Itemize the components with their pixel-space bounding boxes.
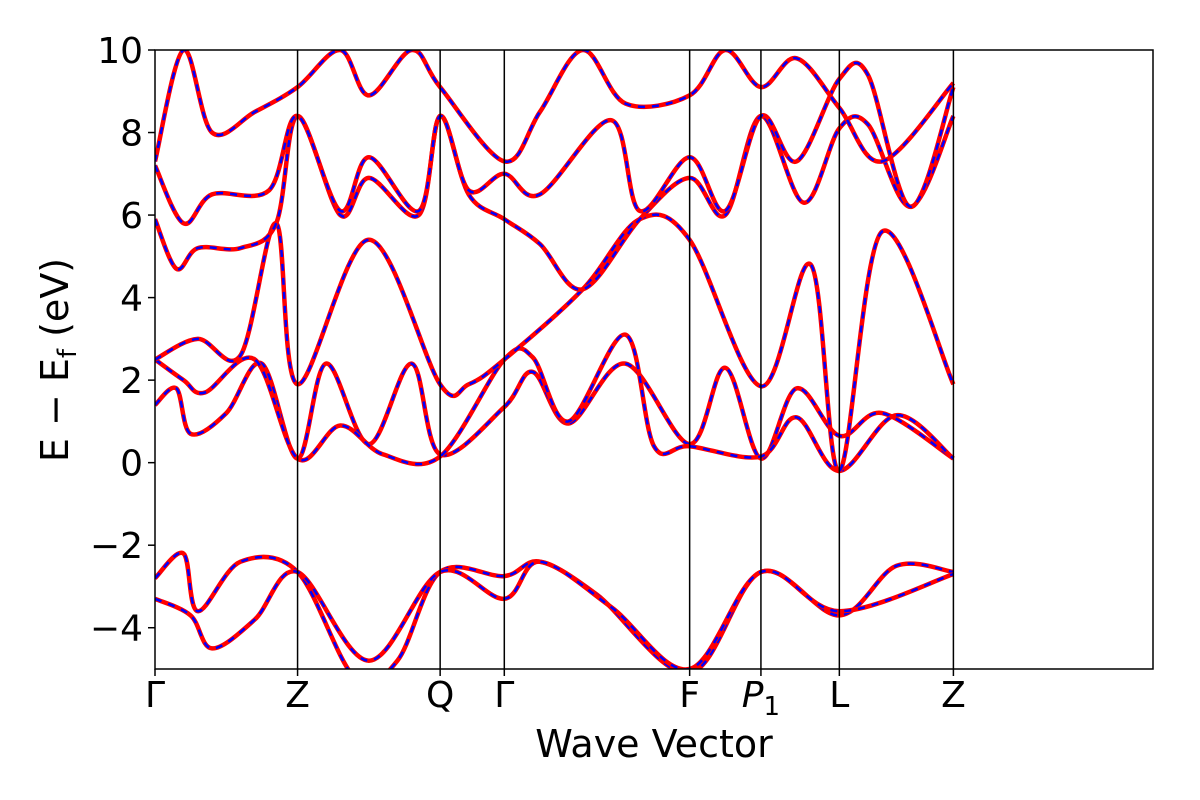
band-line-solid: [155, 550, 954, 669]
x-axis-ticks: Γ Z Q Γ F P1 L Z: [145, 669, 966, 722]
band-lines: [155, 50, 956, 669]
x-tick-label: P1: [742, 675, 780, 722]
y-tick-label: 10: [97, 31, 143, 72]
y-tick-label: −2: [90, 526, 143, 567]
plot-frame: [154, 49, 1154, 670]
y-tick-label: 6: [120, 196, 143, 237]
band-line-dashed: [155, 50, 955, 163]
band-line-dashed: [155, 333, 955, 473]
y-axis-label: E − Ef (eV): [33, 258, 83, 462]
x-tick-label: F: [679, 675, 700, 716]
x-tick-label: Γ: [494, 675, 514, 716]
band-line-dashed: [155, 551, 954, 669]
x-axis-label: Wave Vector: [535, 722, 773, 766]
x-tick-label: Q: [426, 675, 454, 716]
x-tick-label: Z: [285, 675, 310, 716]
x-tick-label: Z: [941, 675, 966, 716]
y-tick-label: 8: [120, 114, 143, 155]
band-line-dashed: [155, 61, 955, 225]
y-axis-ticks: 10 8 6 4 2 0 −2 −4: [90, 31, 155, 650]
y-tick-label: 0: [120, 444, 143, 485]
high-symmetry-lines: [296, 50, 955, 669]
y-tick-label: 4: [120, 279, 143, 320]
x-tick-label: Γ: [145, 675, 165, 716]
band-line-solid: [155, 113, 956, 292]
band-line-dashed: [155, 114, 955, 291]
y-tick-label: 2: [120, 361, 143, 402]
x-tick-label: L: [829, 675, 849, 716]
y-tick-label: −4: [90, 609, 143, 650]
